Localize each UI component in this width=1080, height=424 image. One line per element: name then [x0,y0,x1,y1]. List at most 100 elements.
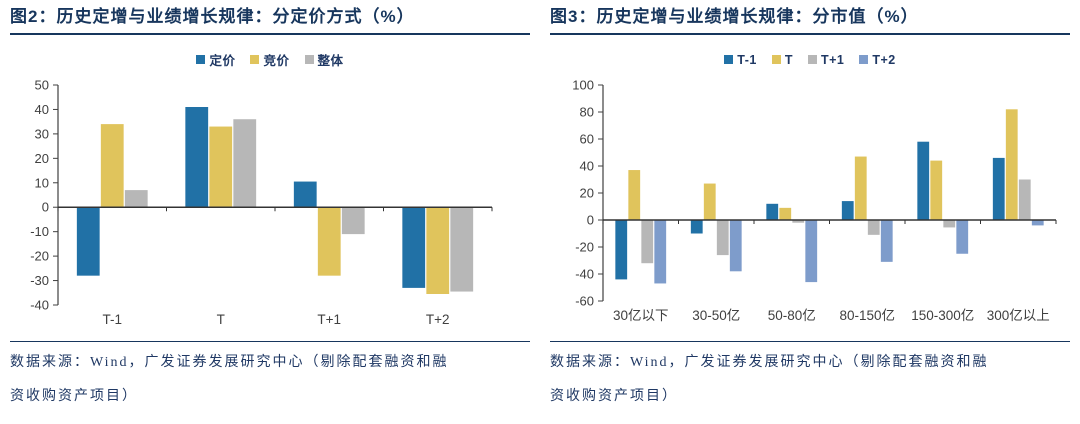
figure-2-chart: 50 40 30 20 10 0 -10 -20 -30 -40 T-1 T T+1 T+2 [30,77,493,327]
bar-竞价-T [209,126,233,208]
x-category-label: 30亿以下 [613,308,669,323]
bar-定价-T-1 [76,207,100,276]
bar-T+2-50-80亿 [805,219,818,283]
legend-item-整体: 整体 [304,50,344,69]
bar-T-30-50亿 [703,183,716,220]
y-axis-tick-label: 0 [587,212,594,227]
x-category-label: T+1 [317,312,341,327]
y-axis-tick-label: 20 [35,151,49,166]
bar-T-1-50-80亿 [766,203,779,220]
legend-swatch-icon [304,55,314,65]
legend-swatch-icon [196,55,206,65]
figure-3-legend: T-1 T T+1 T+2 [550,51,1070,69]
y-axis-tick-label: 40 [580,158,594,173]
bar-T+2-150-300亿 [956,219,969,254]
figure-2-panel: 图2：历史定增与业绩增长规律：分定价方式（%） 定价 竞价 整体 50 40 30 20 1… [10,7,530,415]
bar-T-1-80-150亿 [841,201,854,220]
bar-T+1-150-300亿 [943,219,956,228]
x-category-label: 150-300亿 [911,308,974,323]
bar-T+1-80-150亿 [867,219,880,235]
bar-T-1-300亿以上 [992,157,1005,220]
source-text-line2: 资收购资产项目） [10,389,138,405]
bar-T-1-30亿以下 [615,219,628,280]
bar-整体-T [233,119,257,208]
source-text-line1: 数据来源：Wind，广发证券发展研究中心（剔除配套融资和融 [550,354,989,370]
bar-T-30亿以下 [628,169,641,220]
x-category-label: 80-150亿 [839,308,895,323]
figure-2-source: 数据来源：Wind，广发证券发展研究中心（剔除配套融资和融 资收购资产项目） [10,346,530,415]
bar-T+2-30-50亿 [729,219,742,272]
bar-定价-T+1 [293,181,317,208]
bar-整体-T-1 [124,190,148,208]
bar-T-80-150亿 [854,156,867,220]
legend-label: T+2 [872,52,896,67]
bar-T+1-300亿以上 [1018,179,1031,220]
legend-swatch-icon [250,55,260,65]
legend-swatch-icon [807,55,817,65]
figure-3-title: 图3：历史定增与业绩增长规律：分市值（%） [550,7,919,26]
figure-3-title-divider [550,32,1070,35]
legend-label: 竞价 [263,54,290,69]
x-category-label: T [217,312,225,327]
legend-label: 整体 [317,54,344,69]
legend-item-T: T [771,53,793,67]
legend-item-竞价: 竞价 [250,50,289,69]
source-text-line1: 数据来源：Wind，广发证券发展研究中心（剔除配套融资和融 [10,354,449,370]
legend-label: T-1 [737,52,757,67]
figure-2-title-divider [10,32,530,35]
x-category-label: 50-80亿 [768,308,816,323]
figure-3-source-divider [550,340,1070,342]
figure-2-source-divider [10,340,530,342]
legend-item-T+1: T+1 [807,53,844,67]
bar-T+2-300亿以上 [1031,219,1044,226]
y-axis-tick-label: -40 [30,297,49,312]
y-axis-tick-label: 10 [35,175,49,190]
x-category-label: T+2 [426,312,450,327]
y-axis-tick-label: -40 [575,266,594,281]
bar-T+2-30亿以下 [654,219,667,284]
figure-2-title: 图2：历史定增与业绩增长规律：分定价方式（%） [10,7,415,26]
y-axis-tick-label: -10 [30,224,49,239]
bar-T-1-150-300亿 [917,141,930,220]
x-category-label: T-1 [102,312,122,327]
legend-item-T-1: T-1 [724,53,757,67]
y-axis-tick-label: -30 [30,273,49,288]
y-axis-tick-label: 100 [572,77,594,92]
source-text-line2: 资收购资产项目） [550,389,678,405]
y-axis-tick-label: 20 [580,185,594,200]
y-axis-tick-label: -20 [30,249,49,264]
bar-竞价-T-1 [100,124,124,208]
y-axis-tick-label: 80 [580,104,594,119]
legend-item-T+2: T+2 [859,53,895,67]
bar-定价-T [185,106,209,208]
bar-T-300亿以上 [1005,109,1018,220]
legend-swatch-icon [724,55,734,65]
figure-2-legend: 定价 竞价 整体 [10,51,530,69]
figure-3-panel: 图3：历史定增与业绩增长规律：分市值（%） T-1 T T+1 T+2 100 80 60… [540,0,1080,424]
bar-T+1-50-80亿 [792,219,805,223]
y-axis-tick-label: 40 [35,102,49,117]
bar-T+1-30亿以下 [641,219,654,264]
bar-T+1-30-50亿 [716,219,729,256]
bar-竞价-T+1 [317,207,341,276]
legend-item-定价: 定价 [196,50,235,69]
legend-swatch-icon [859,55,869,65]
bar-定价-T+2 [402,207,426,288]
y-axis-tick-label: -60 [575,293,594,308]
y-axis-tick-label: 60 [580,131,594,146]
bar-T-150-300亿 [930,160,943,220]
figure-3-source: 数据来源：Wind，广发证券发展研究中心（剔除配套融资和融 资收购资产项目） [550,346,1070,415]
legend-swatch-icon [771,55,781,65]
legend-label: 定价 [209,54,236,69]
bar-T+2-80-150亿 [880,219,893,262]
bar-整体-T+1 [341,207,365,235]
bar-整体-T+2 [450,207,474,292]
figure-3-chart: 100 80 60 40 20 0 -20 -40 -60 30亿以下 30-50亿 50-80亿 80… [572,77,1057,323]
bar-T-1-30-50亿 [690,219,703,234]
x-category-label: 300亿以上 [987,308,1050,323]
y-axis-tick-label: 0 [42,200,49,215]
bar-T-50-80亿 [779,207,792,220]
y-axis-tick-label: 50 [35,77,49,92]
y-axis-tick-label: -20 [575,239,594,254]
